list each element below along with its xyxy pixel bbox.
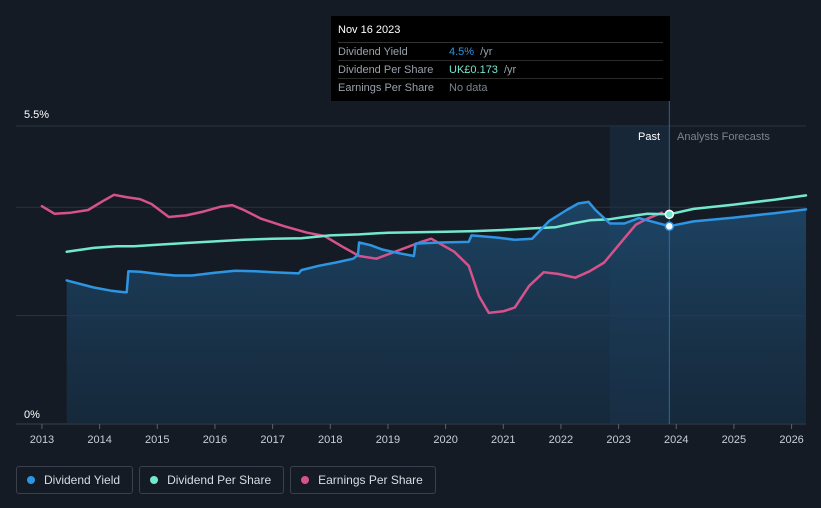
dividend-per-share-line — [65, 194, 808, 253]
legend-dot-icon — [150, 476, 159, 484]
x-tick-label: 2015 — [145, 434, 169, 446]
tooltip-row-dividend-yield: Dividend Yield 4.5% /yr — [338, 43, 663, 61]
legend-earnings-per-share[interactable]: Earnings Per Share — [290, 466, 436, 494]
dividend-yield-marker — [664, 221, 675, 231]
tooltip-row-earnings-per-share: Earnings Per Share No data — [338, 79, 663, 96]
x-tick-label: 2020 — [433, 434, 457, 446]
past-region-label: Past — [638, 131, 661, 143]
tooltip-value: 4.5% — [449, 45, 475, 58]
x-tick-label: 2013 — [30, 434, 54, 446]
x-tick-label: 2016 — [203, 434, 227, 446]
x-tick-label: 2017 — [260, 434, 284, 446]
tooltip-suffix: /yr — [477, 45, 493, 58]
tooltip-value: No data — [449, 81, 488, 94]
chart-legend: Dividend Yield Dividend Per Share Earnin… — [16, 466, 436, 494]
dividend-yield-line — [65, 200, 808, 294]
x-tick-label: 2023 — [606, 434, 630, 446]
x-tick-label: 2026 — [779, 434, 803, 446]
y-axis-bottom-label: 0% — [24, 409, 40, 421]
dividend-yield-area — [66, 201, 806, 424]
x-tick-label: 2022 — [549, 434, 573, 446]
x-tick-label: 2021 — [491, 434, 515, 446]
tooltip-suffix: /yr — [500, 63, 517, 76]
hover-tooltip: Nov 16 2023 Dividend Yield 4.5% /yr Divi… — [331, 16, 670, 101]
legend-dividend-per-share[interactable]: Dividend Per Share — [139, 466, 285, 494]
tooltip-label: Dividend Per Share — [338, 63, 434, 76]
x-tick-label: 2019 — [376, 434, 400, 446]
x-tick-label: 2025 — [722, 434, 746, 446]
earnings-per-share-line — [40, 193, 664, 315]
x-tick-label: 2018 — [318, 434, 342, 446]
tooltip-label: Earnings Per Share — [338, 81, 434, 94]
legend-dividend-yield[interactable]: Dividend Yield — [16, 466, 134, 494]
legend-label: Earnings Per Share — [318, 473, 423, 487]
tooltip-value: UK£0.173 — [449, 63, 498, 76]
legend-dot-icon — [301, 476, 310, 484]
x-axis: 2013 2014 2015 2016 2017 2018 2019 2020 2021 2022… — [30, 424, 804, 446]
legend-dot-icon — [27, 476, 35, 484]
forecast-region-label: Analysts Forecasts — [677, 131, 770, 143]
dividend-per-share-marker — [664, 209, 675, 220]
y-axis-top-label: 5.5% — [24, 109, 49, 121]
tooltip-row-dividend-per-share: Dividend Per Share UK£0.173 /yr — [338, 61, 663, 79]
legend-label: Dividend Yield — [44, 473, 121, 487]
tooltip-date: Nov 16 2023 — [338, 24, 663, 43]
x-tick-label: 2014 — [87, 434, 111, 446]
legend-label: Dividend Per Share — [167, 473, 272, 487]
x-tick-label: 2024 — [664, 434, 688, 446]
tooltip-label: Dividend Yield — [338, 45, 408, 58]
